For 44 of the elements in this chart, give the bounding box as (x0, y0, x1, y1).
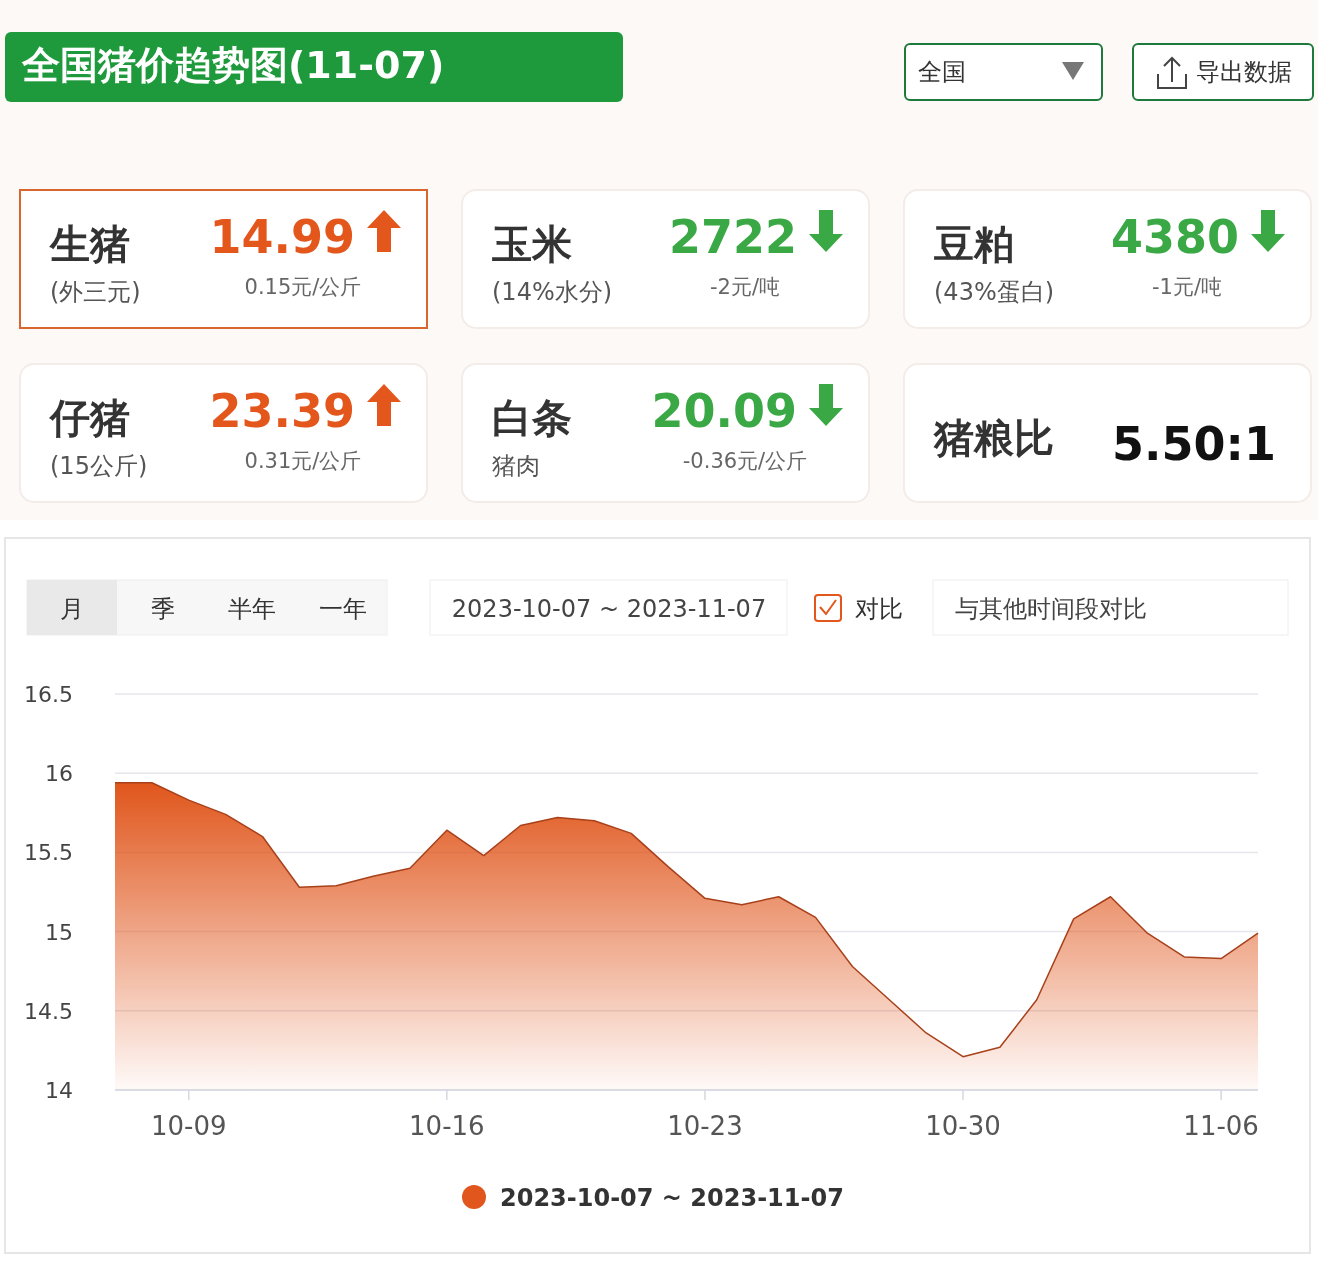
x-tick-label: 10-30 (925, 1111, 1001, 1141)
text: 2722 (668, 210, 797, 264)
text: 一年 (319, 595, 367, 623)
text: 仔猪 (48, 395, 130, 441)
text: (43%蛋白) (934, 278, 1055, 306)
x-tick-label: 10-09 (150, 1111, 227, 1141)
text: 豆粕 (934, 221, 1014, 267)
text: 4380 (1110, 210, 1239, 264)
x-tick-label: 10-23 (667, 1111, 743, 1141)
y-tick-label: 15 (45, 919, 73, 945)
text: (14%水分) (492, 278, 613, 306)
y-tick-label: 16 (45, 761, 73, 787)
text: 全国 (918, 58, 966, 86)
text: 玉米 (491, 221, 572, 267)
text: 月 (60, 595, 84, 623)
text: 猪粮比 (933, 415, 1054, 461)
text: 与其他时间段对比 (955, 595, 1147, 623)
text: 23.39 (209, 384, 355, 438)
x-tick-label: 11-06 (1183, 1111, 1259, 1141)
text: 季 (151, 595, 175, 623)
text: 14.99 (209, 210, 355, 264)
text: -0.36元/公斤 (682, 449, 808, 473)
text: 2023-10-07 ~ 2023-11-07 (451, 595, 767, 623)
y-tick-label: 14 (45, 1078, 73, 1103)
text: 半年 (228, 595, 276, 623)
text: 5.50:1 (1112, 417, 1276, 471)
text: 全国猪价趋势图(11-07) (21, 43, 445, 87)
text: 猪肉 (492, 452, 540, 480)
text: 对比 (855, 595, 903, 623)
text: 生猪 (49, 221, 130, 267)
text: -2元/吨 (709, 275, 781, 299)
text: (15公斤) (50, 452, 148, 480)
y-tick-label: 16.5 (24, 682, 73, 707)
text: -1元/吨 (1151, 275, 1223, 299)
text: (外三元) (50, 278, 141, 306)
legend-label: 2023-10-07 ~ 2023-11-07 (500, 1184, 844, 1212)
text: 导出数据 (1196, 58, 1292, 86)
text: 白条 (492, 395, 572, 441)
text: 0.15元/公斤 (244, 275, 362, 299)
y-tick-label: 14.5 (24, 998, 73, 1024)
x-tick-label: 10-16 (409, 1111, 485, 1141)
text: 0.31元/公斤 (244, 449, 362, 473)
y-tick-label: 15.5 (24, 840, 73, 866)
text: 20.09 (651, 384, 797, 438)
